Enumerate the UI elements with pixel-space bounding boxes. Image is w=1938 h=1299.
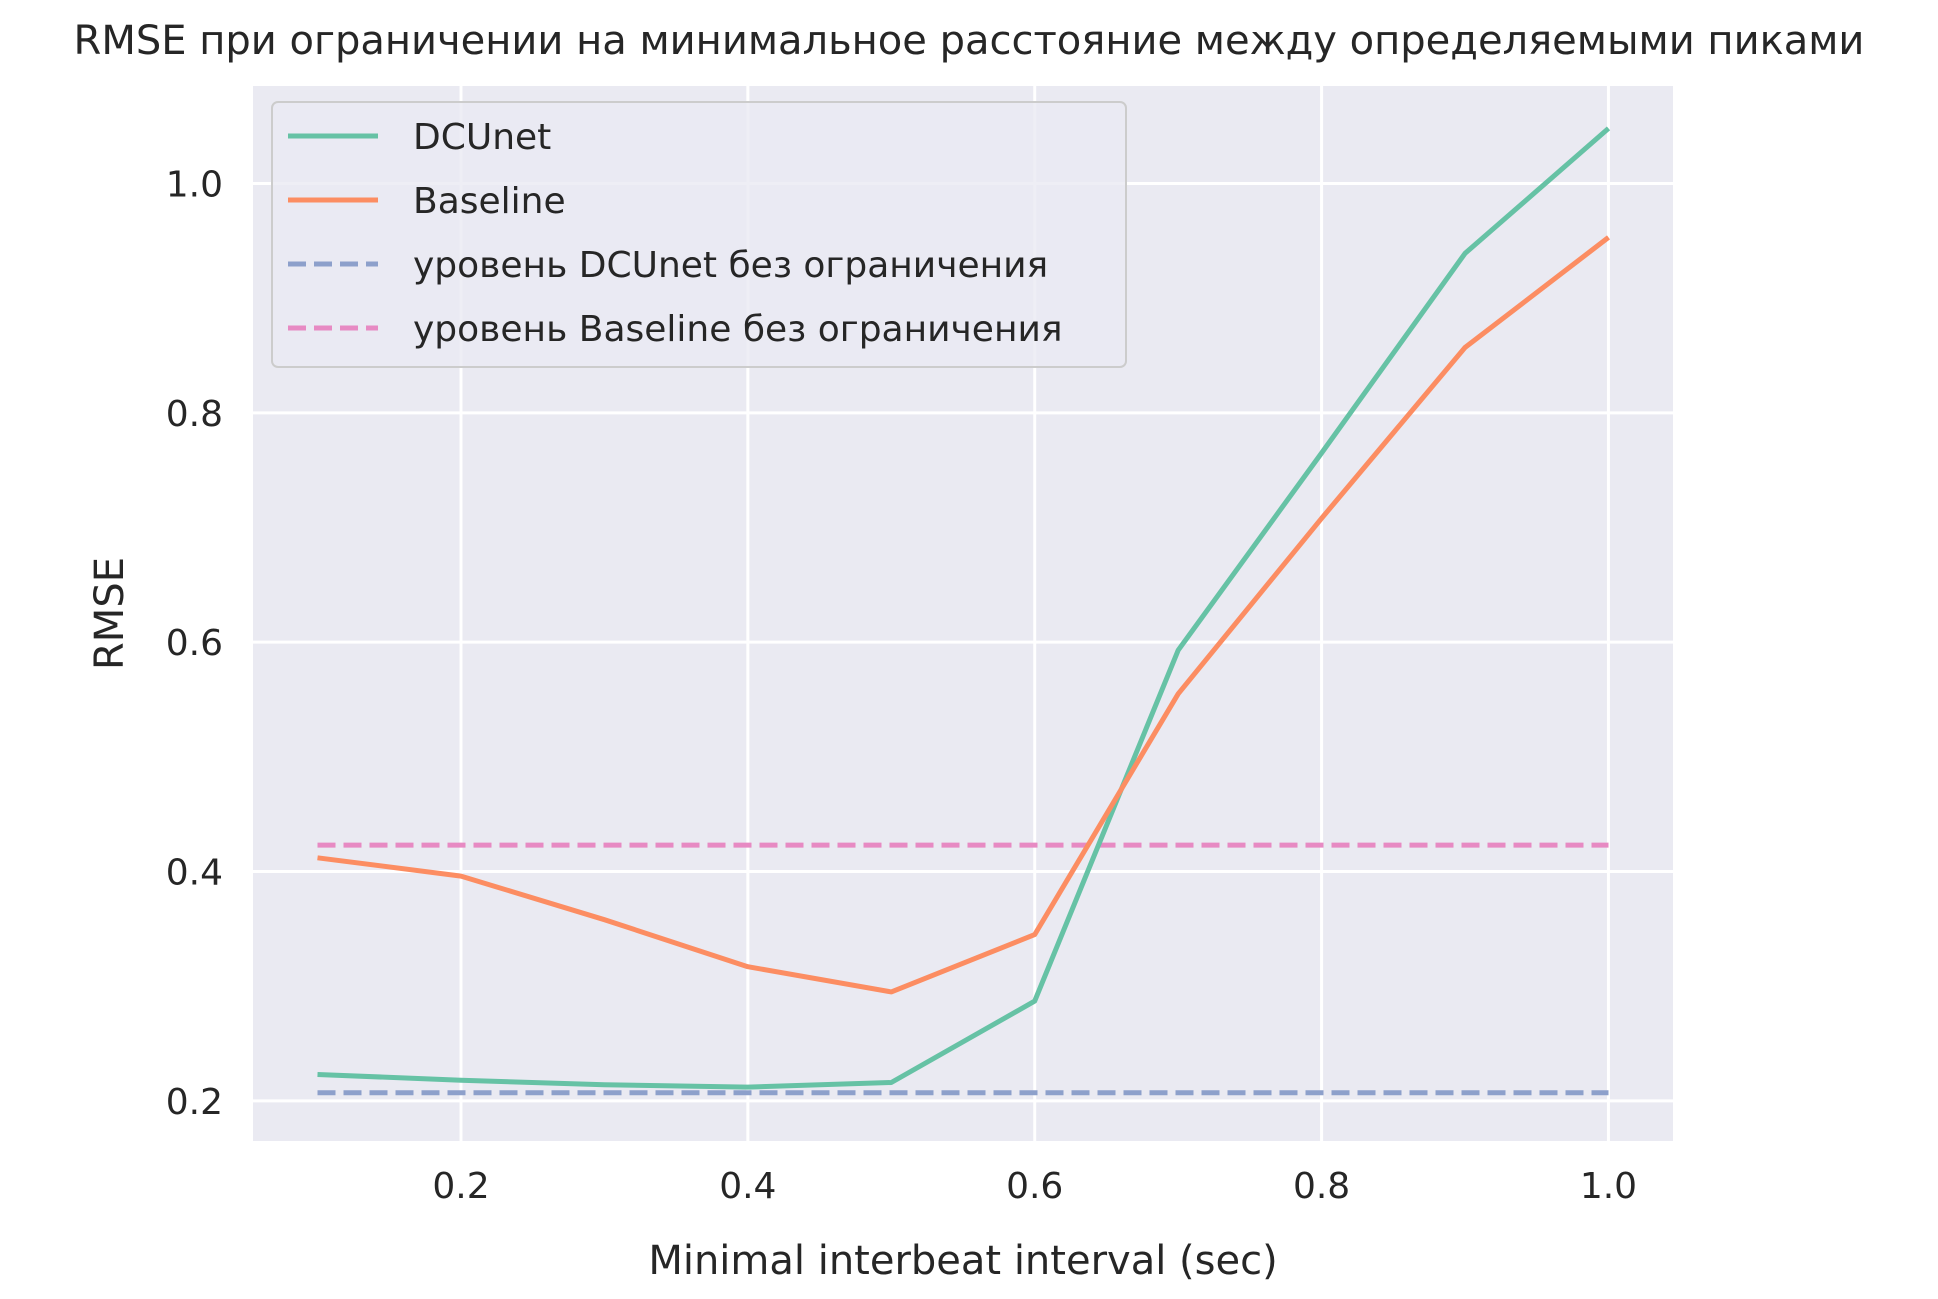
legend-label: Baseline [413, 181, 566, 222]
x-tick-label: 0.4 [719, 1166, 776, 1207]
x-tick-label: 0.2 [432, 1166, 489, 1207]
x-tick-label: 0.6 [1006, 1166, 1063, 1207]
legend-label: уровень DCUnet без ограничения [413, 245, 1048, 286]
legend: DCUnet Baseline уровень DCUnet без огранич… [271, 101, 1127, 368]
legend-frame [271, 101, 1127, 368]
legend-label: DCUnet [413, 117, 551, 158]
y-tick-label: 0.2 [166, 1082, 223, 1123]
y-tick-labels: 0.2 0.4 0.6 0.8 1.0 [166, 164, 223, 1122]
legend-label: уровень Baseline без ограничения [413, 309, 1063, 350]
y-axis-label: RMSE [87, 557, 133, 670]
x-axis-label: Minimal interbeat interval (sec) [648, 1238, 1277, 1284]
x-tick-label: 1.0 [1580, 1166, 1637, 1207]
x-tick-labels: 0.2 0.4 0.6 0.8 1.0 [432, 1166, 1637, 1207]
y-tick-label: 1.0 [166, 164, 223, 205]
series-lines [317, 126, 1611, 1096]
y-tick-label: 0.6 [166, 623, 223, 664]
series-line-1 [317, 235, 1611, 995]
x-tick-label: 0.8 [1293, 1166, 1350, 1207]
grid-lines [253, 86, 1673, 1141]
chart-title: RMSE при ограничении на минимальное расс… [73, 18, 1865, 64]
series-line-0 [317, 126, 1611, 1090]
y-tick-label: 0.8 [166, 394, 223, 435]
y-tick-label: 0.4 [166, 853, 223, 894]
